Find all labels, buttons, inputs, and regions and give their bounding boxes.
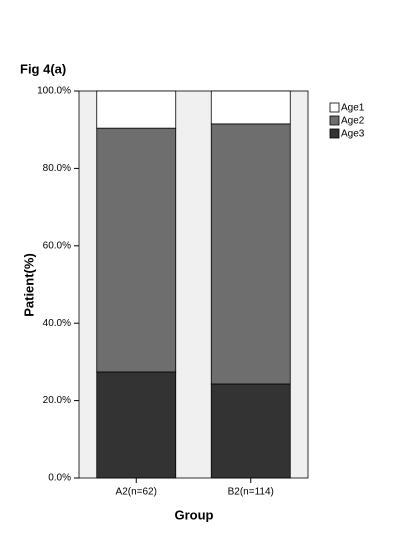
bar-segment — [210, 90, 291, 125]
chart-title: Fig 4(a) — [20, 61, 66, 76]
x-tick-label: A2(n=62) — [116, 487, 157, 498]
legend-swatch — [329, 128, 340, 139]
bar-segment — [96, 127, 177, 373]
bar-segment — [210, 123, 291, 385]
y-tick-label: 0.0% — [48, 473, 71, 484]
legend-label: Age2 — [341, 116, 365, 127]
legend-swatch — [329, 102, 340, 113]
y-tick-label: 40.0% — [43, 318, 71, 329]
bar-segment — [210, 383, 291, 479]
legend-label: Age1 — [341, 103, 365, 114]
bar-segment — [96, 371, 177, 479]
y-tick-label: 20.0% — [43, 395, 71, 406]
y-axis-label: Patient(%) — [21, 253, 36, 317]
y-tick-label: 60.0% — [43, 240, 71, 251]
x-tick-label: B2(n=114) — [228, 487, 274, 498]
y-tick-label: 80.0% — [43, 163, 71, 174]
y-tick-label: 100.0% — [37, 86, 71, 97]
legend-label: Age3 — [341, 129, 365, 140]
x-axis-label: Group — [175, 507, 214, 522]
legend-swatch — [329, 115, 340, 126]
bar-segment — [96, 90, 177, 129]
